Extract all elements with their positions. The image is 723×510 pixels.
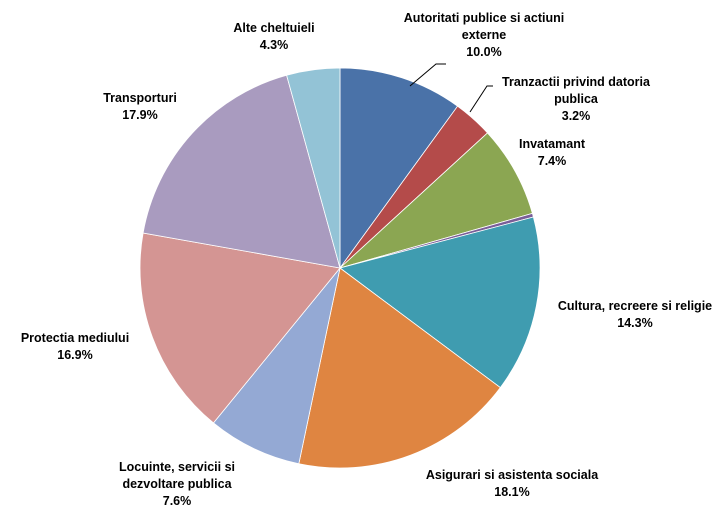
slice-category-text: Autoritati publice si actiuni (404, 11, 564, 25)
slice-label-10: Alte cheltuieli 4.3% (233, 21, 314, 52)
slice-label-8: Protectia mediului 16.9% (21, 331, 129, 362)
slice-category-text: Transporturi (103, 91, 177, 105)
slice-category-text: Invatamant (519, 137, 586, 151)
slice-label-5: Cultura, recreere si religie 14.3% (558, 299, 712, 330)
slice-label-3: Invatamant 7.4% (519, 137, 586, 168)
slice-label-7: Locuinte, servicii si dezvoltare publica 7… (119, 460, 235, 508)
pie-slice-5 (339, 216, 541, 389)
slice-category-text: Cultura, recreere si religie (558, 299, 712, 313)
slice-category-text: dezvoltare publica (122, 477, 232, 491)
pie-slice-6 (298, 267, 501, 469)
slice-label-6: Asigurari si asistenta sociala 18.1% (426, 468, 599, 499)
slice-category-text: Protectia mediului (21, 331, 129, 345)
slice-category-text: Tranzactii privind datoria (502, 75, 651, 89)
pie-slices (139, 67, 541, 469)
slice-category-text: externe (462, 28, 507, 42)
pie-slice-10 (286, 67, 341, 269)
leader-lines (409, 63, 493, 113)
slice-category-text: Locuinte, servicii si (119, 460, 235, 474)
pie-slice-1 (339, 67, 459, 270)
pie-slice-7 (212, 267, 341, 465)
slice-category-text: Alte cheltuieli (233, 21, 314, 35)
slice-value-text: 4.3% (260, 38, 289, 52)
slice-value-text: 16.9% (57, 348, 92, 362)
slice-value-text: 10.0% (466, 45, 501, 59)
slice-value-text: 17.9% (122, 108, 157, 122)
slice-category-text: publica (554, 92, 599, 106)
pie-slice-9 (142, 74, 341, 269)
slice-labels: Autoritati publice si actiuni externe 10.0… (21, 11, 712, 508)
slice-value-text: 7.4% (538, 154, 567, 168)
slice-label-9: Transporturi 17.9% (103, 91, 177, 122)
slice-value-text: 3.2% (562, 109, 591, 123)
slice-category-text: Asigurari si asistenta sociala (426, 468, 599, 482)
slice-value-text: 14.3% (617, 316, 652, 330)
leader-line-2 (469, 85, 493, 113)
slice-label-2: Tranzactii privind datoria publica 3.2% (502, 75, 651, 123)
pie-slice-8 (139, 232, 341, 424)
slice-label-1: Autoritati publice si actiuni externe 10.0… (404, 11, 564, 59)
leader-line-1 (409, 63, 446, 87)
slice-value-text: 18.1% (494, 485, 529, 499)
slice-value-text: 7.6% (163, 494, 192, 508)
